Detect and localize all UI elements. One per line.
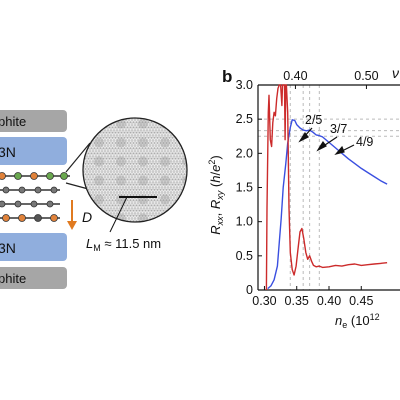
x-tick-label: 0.40 bbox=[317, 294, 341, 308]
stack-schematic: phite 3N bbox=[0, 110, 188, 289]
annotation-arrows bbox=[298, 127, 355, 156]
graphite-top-label: phite bbox=[0, 114, 26, 129]
d-label: D bbox=[82, 209, 92, 225]
atom bbox=[2, 186, 10, 194]
atom bbox=[30, 200, 38, 208]
graphite-bottom-layer bbox=[0, 267, 67, 289]
hbn-top-label: 3N bbox=[0, 144, 16, 160]
displacement-field-arrow bbox=[67, 200, 77, 230]
moire-circle-outline bbox=[82, 117, 188, 223]
panel-b: b ν 00.51.01.52.02.53.00.30 0.35 0.40 0.450… bbox=[207, 65, 400, 330]
lm-label: LM ≈ 11.5 nm bbox=[86, 236, 161, 253]
atom bbox=[14, 200, 22, 208]
zoom-line-top bbox=[65, 142, 91, 173]
y-tick-label: 3.0 bbox=[236, 78, 253, 92]
y-axis-label: Rxx, Rxy (h/e2) bbox=[207, 155, 225, 234]
atom bbox=[0, 172, 6, 180]
panel-b-label: b bbox=[222, 67, 232, 86]
moire-lattice bbox=[83, 118, 187, 222]
top-axis-tick-label: 0.40 bbox=[283, 69, 307, 83]
plot-area: 0 0.5 1.0 1.5 2.0 2.5 3.0 0.30 0.35 0.40 0.45 0.40 0… bbox=[236, 69, 400, 308]
atom bbox=[50, 214, 58, 222]
x-tick-label: 0.35 bbox=[285, 294, 309, 308]
y-tick-label: 1.0 bbox=[236, 215, 253, 229]
series-line-rxy bbox=[267, 119, 388, 290]
annotation-3-7: 3/7 bbox=[330, 122, 347, 136]
x-axis-label: ne (1012 bbox=[335, 312, 380, 330]
annotation-2-5: 2/5 bbox=[305, 113, 322, 127]
y-tick-label: 2.0 bbox=[236, 146, 253, 160]
atom bbox=[14, 172, 22, 180]
atom bbox=[2, 214, 10, 222]
atom bbox=[60, 172, 68, 180]
atom bbox=[34, 186, 42, 194]
atom bbox=[0, 200, 6, 208]
atom bbox=[34, 214, 42, 222]
y-tick-label: 1.5 bbox=[236, 181, 253, 195]
y-tick-label: 0 bbox=[246, 283, 253, 297]
graphite-bottom-label: phite bbox=[0, 271, 26, 286]
x-tick-label: 0.30 bbox=[252, 294, 276, 308]
top-axis-nu: ν bbox=[392, 65, 399, 81]
hbn-top-layer bbox=[0, 137, 67, 165]
graphite-top-layer bbox=[0, 110, 67, 132]
atom bbox=[46, 200, 54, 208]
top-axis-tick-label: 0.50 bbox=[354, 69, 378, 83]
annotation-4-9: 4/9 bbox=[356, 135, 373, 149]
y-tick-label: 0.5 bbox=[236, 249, 253, 263]
atom bbox=[30, 172, 38, 180]
x-tick-label: 0.45 bbox=[349, 294, 373, 308]
atom bbox=[18, 214, 26, 222]
lm-leader-line bbox=[109, 196, 128, 233]
atom bbox=[46, 172, 54, 180]
atom bbox=[18, 186, 26, 194]
atom-layers bbox=[0, 172, 70, 222]
hbn-bottom-label: 3N bbox=[0, 240, 16, 256]
y-tick-label: 2.5 bbox=[236, 112, 253, 126]
hbn-bottom-layer bbox=[0, 233, 67, 261]
series-line-rxx bbox=[265, 84, 388, 291]
atom bbox=[50, 186, 58, 194]
